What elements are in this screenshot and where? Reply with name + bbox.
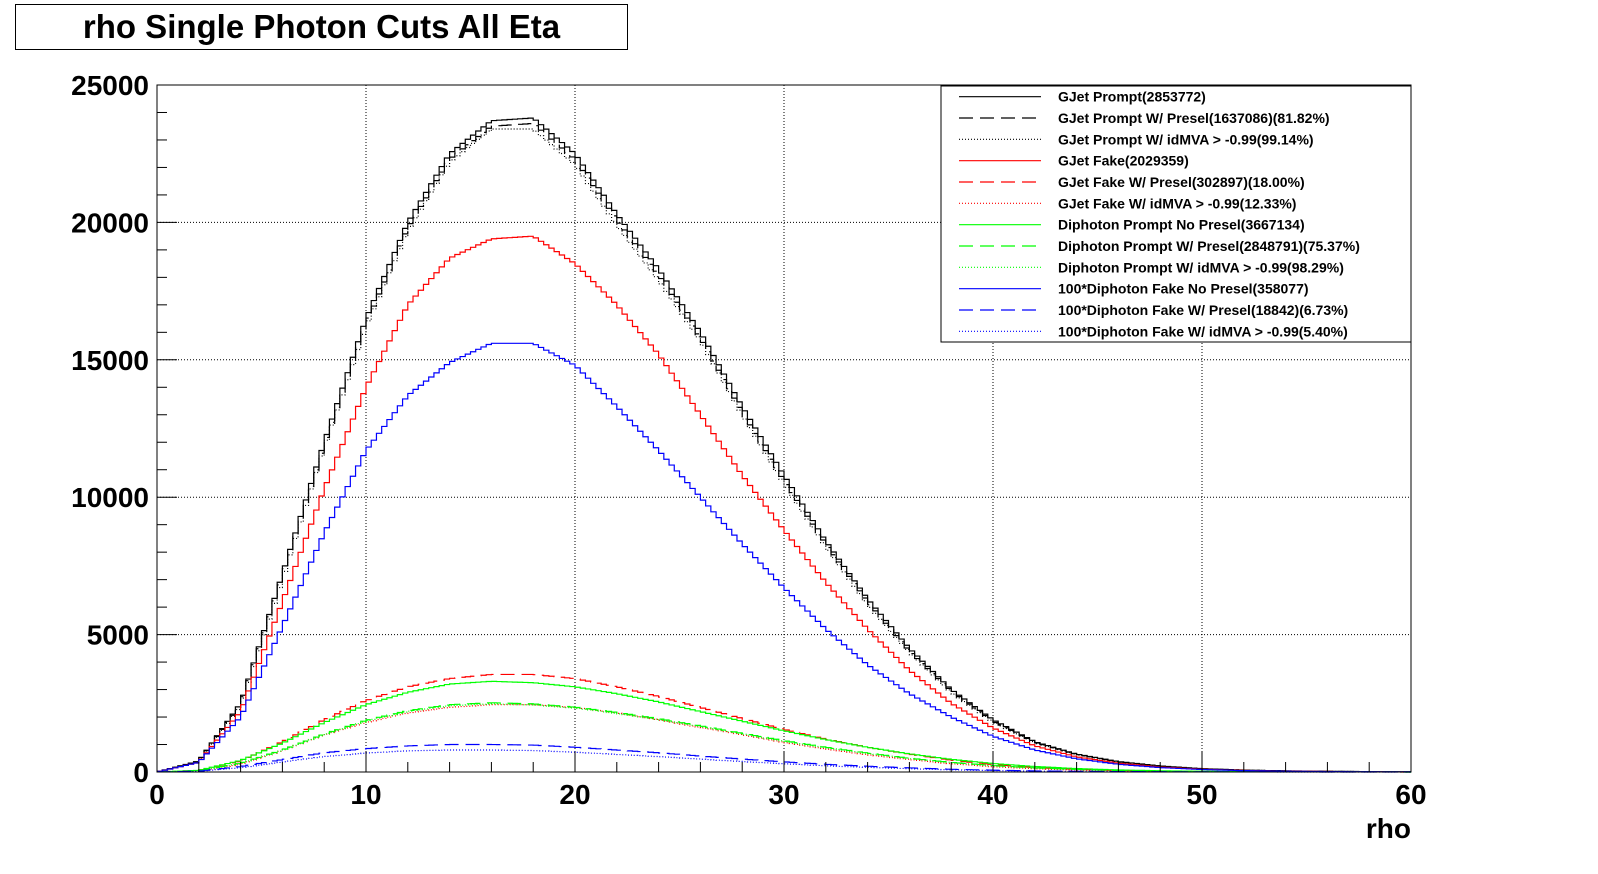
legend-label-2: GJet Prompt W/ idMVA > -0.99(99.14%) (1058, 131, 1314, 147)
y-tick-label-3: 15000 (71, 345, 149, 376)
axes: 0 10 20 30 40 50 60 0 5000 10000 15000 20000 25000 (71, 70, 1426, 810)
legend-box (940, 85, 1412, 343)
y-tick-label-5: 25000 (71, 70, 149, 101)
legend-label-10: 100*Diphoton Fake W/ Presel(18842)(6.73%… (1058, 302, 1348, 318)
series-line-11 (157, 749, 1411, 773)
series-line-9 (157, 342, 1411, 773)
legend-label-9: 100*Diphoton Fake No Presel(358077) (1058, 281, 1309, 297)
legend-label-5: GJet Fake W/ idMVA > -0.99(12.33%) (1058, 195, 1296, 211)
x-tick-label-6: 60 (1395, 779, 1426, 810)
y-tick-label-0: 0 (133, 757, 149, 788)
x-tick-label-4: 40 (977, 779, 1008, 810)
legend-label-6: Diphoton Prompt No Presel(3667134) (1058, 217, 1305, 233)
legend-label-11: 100*Diphoton Fake W/ idMVA > -0.99(5.40%… (1058, 323, 1348, 339)
x-tick-label-0: 0 (149, 779, 165, 810)
y-tick-label-2: 10000 (71, 482, 149, 513)
chart-title-box: rho Single Photon Cuts All Eta (15, 4, 628, 50)
x-tick-label-1: 10 (350, 779, 381, 810)
legend-label-7: Diphoton Prompt W/ Presel(2848791)(75.37… (1058, 238, 1360, 254)
legend: GJet Prompt(2853772) GJet Prompt W/ Prese… (940, 85, 1412, 343)
series-line-10 (157, 743, 1411, 773)
legend-label-0: GJet Prompt(2853772) (1058, 89, 1206, 105)
legend-label-8: Diphoton Prompt W/ idMVA > -0.99(98.29%) (1058, 259, 1344, 275)
y-tick-label-4: 20000 (71, 207, 149, 238)
legend-label-4: GJet Fake W/ Presel(302897)(18.00%) (1058, 174, 1305, 190)
y-tick-label-1: 5000 (87, 620, 149, 651)
x-tick-label-5: 50 (1186, 779, 1217, 810)
x-tick-label-2: 20 (559, 779, 590, 810)
x-tick-label-3: 30 (768, 779, 799, 810)
legend-label-1: GJet Prompt W/ Presel(1637086)(81.82%) (1058, 110, 1330, 126)
chart-title: rho Single Photon Cuts All Eta (82, 8, 561, 45)
x-axis-label: rho (1366, 813, 1411, 844)
legend-label-3: GJet Fake(2029359) (1058, 153, 1189, 169)
